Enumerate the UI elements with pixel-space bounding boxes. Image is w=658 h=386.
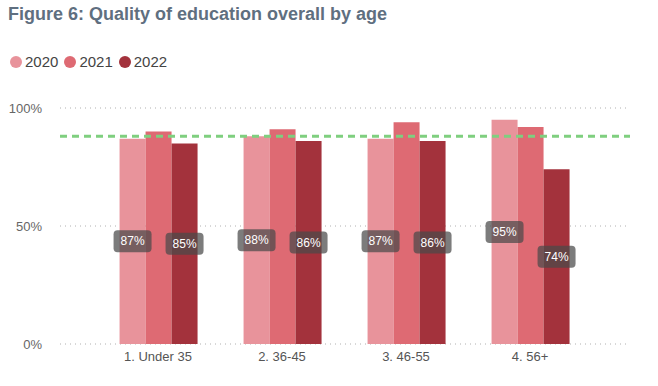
svg-text:88%: 88% [245, 233, 269, 247]
svg-text:87%: 87% [369, 234, 393, 248]
svg-text:74%: 74% [545, 250, 569, 264]
svg-text:95%: 95% [493, 225, 517, 239]
html-text:2020: 2020 [25, 53, 59, 70]
html-text:2021: 2021 [79, 53, 113, 70]
svg-text:3. 46-55: 3. 46-55 [382, 349, 430, 364]
svg-text:1. Under 35: 1. Under 35 [124, 349, 192, 364]
svg-text:100%: 100% [9, 101, 43, 116]
svg-text:86%: 86% [421, 236, 445, 250]
html-text:Figure 6: Quality of education: Figure 6: Quality of education overall b… [8, 4, 388, 24]
svg-text:0%: 0% [23, 337, 42, 352]
svg-text:2. 36-45: 2. 36-45 [258, 349, 306, 364]
svg-text:50%: 50% [16, 219, 42, 234]
svg-text:85%: 85% [173, 237, 197, 251]
svg-text:87%: 87% [121, 234, 145, 248]
html-text:2022: 2022 [133, 53, 168, 70]
svg-text:86%: 86% [297, 236, 321, 250]
svg-text:4. 56+: 4. 56+ [512, 349, 549, 364]
